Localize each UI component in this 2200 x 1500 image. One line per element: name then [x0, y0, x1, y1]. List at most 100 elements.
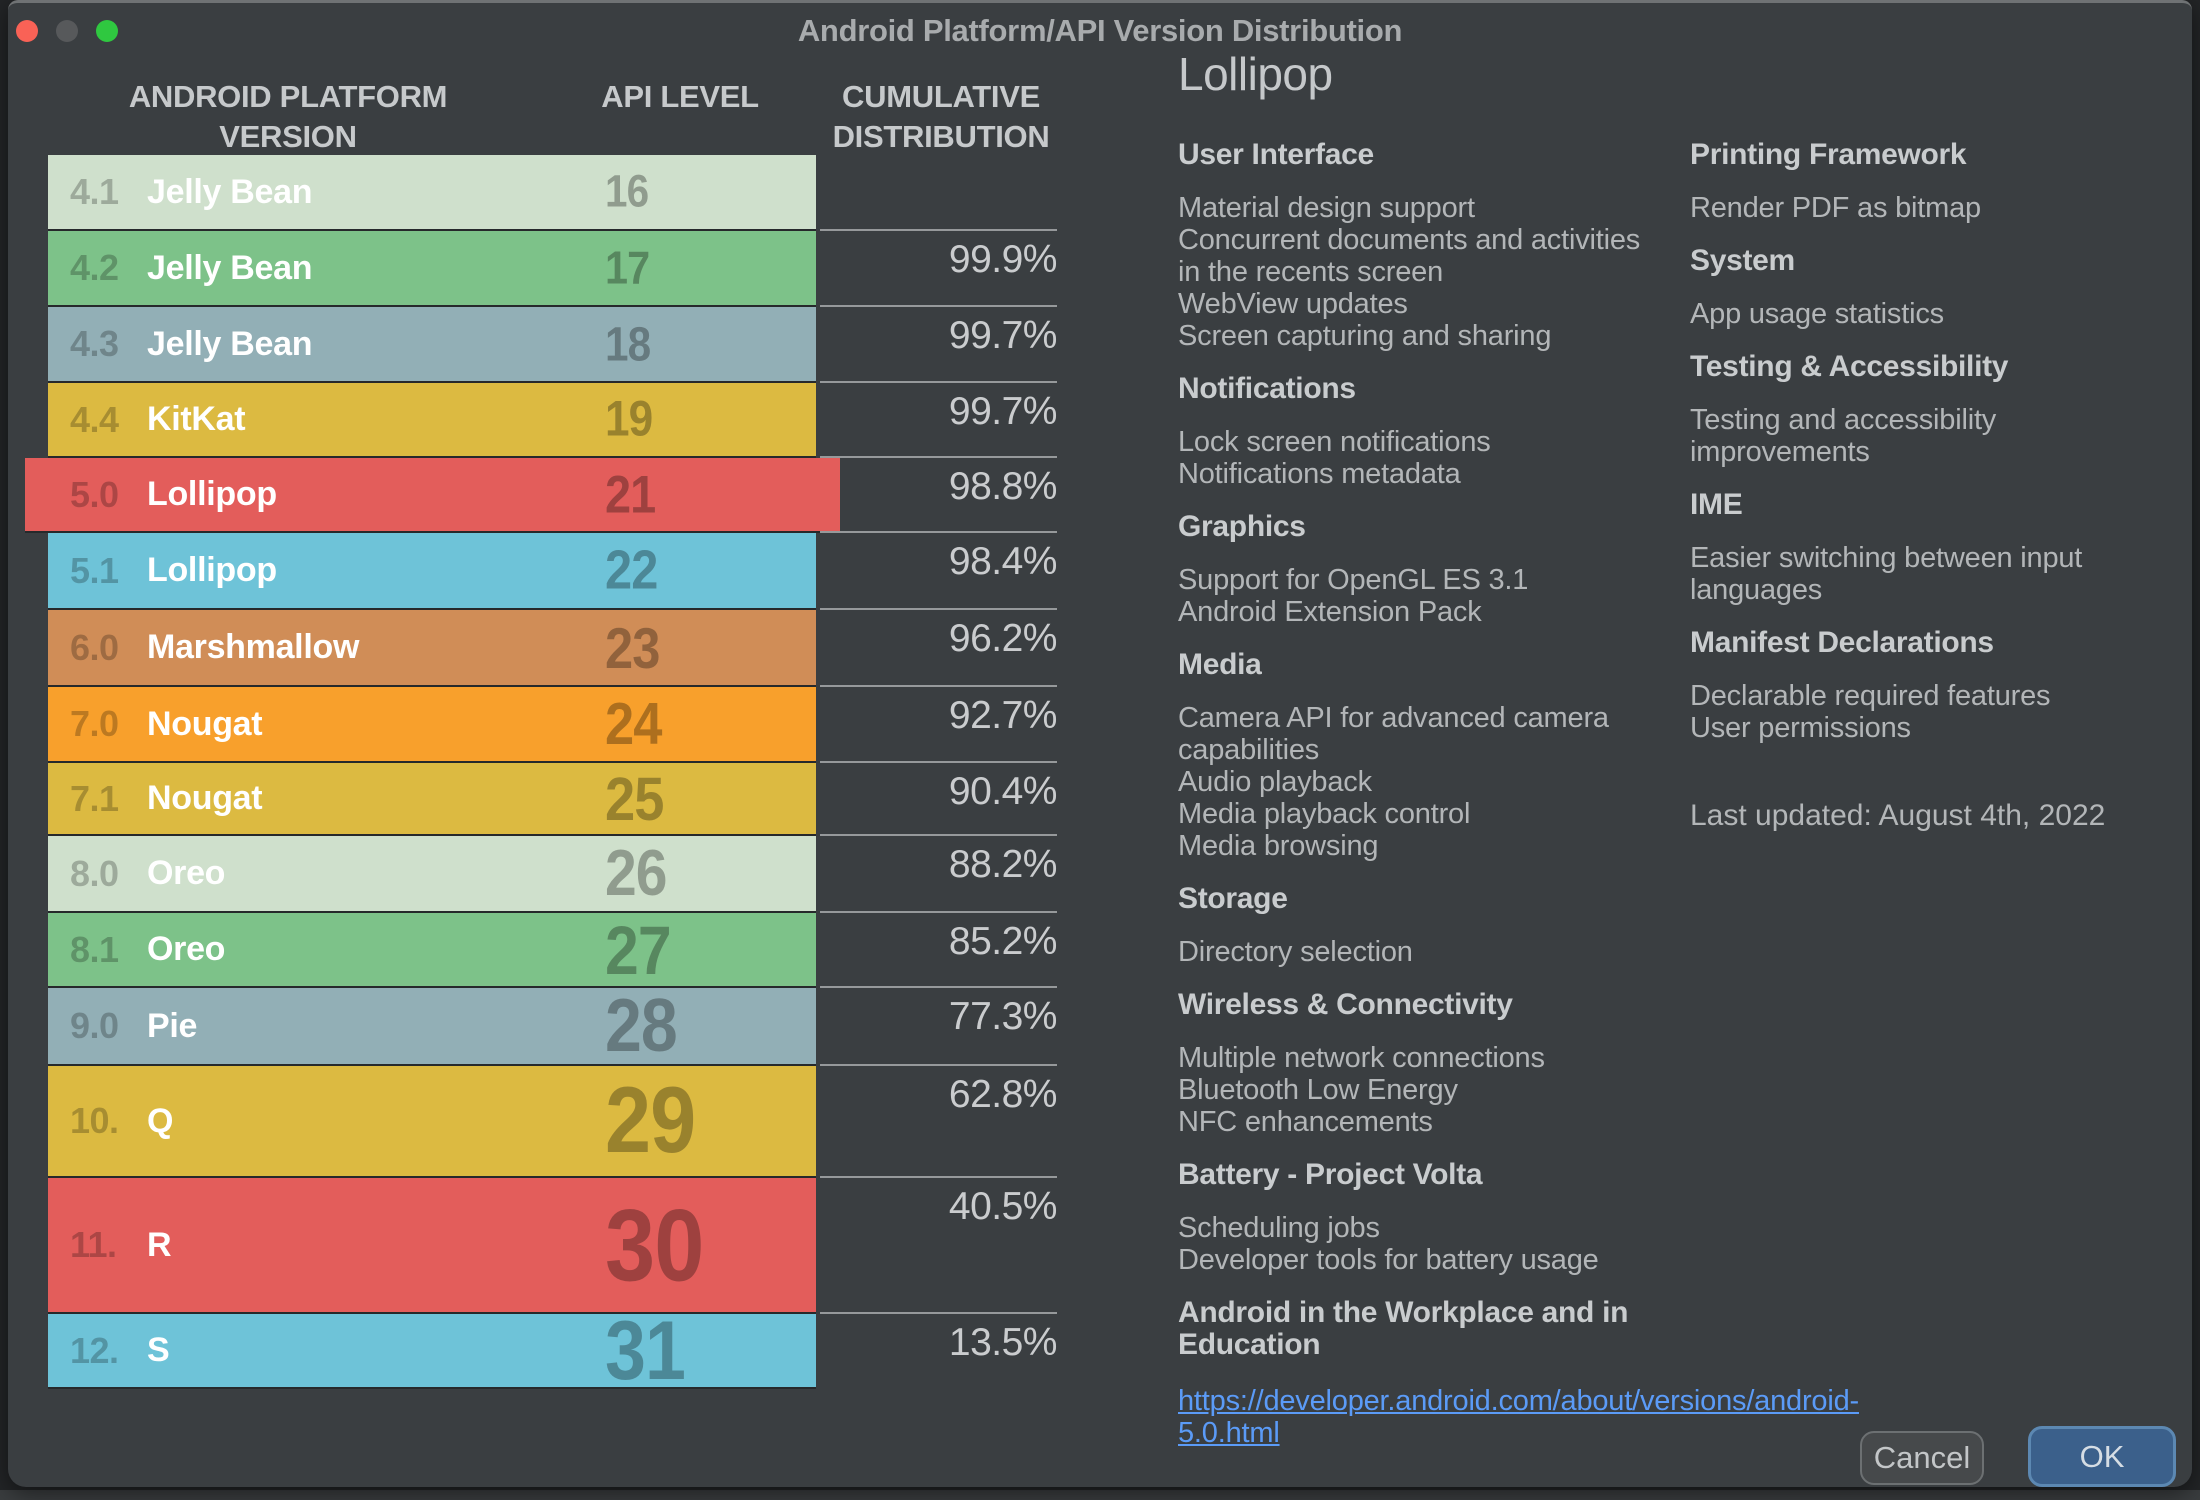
section-items: Material design support Concurrent docume… [1178, 192, 1641, 352]
api-row-oreo-27[interactable]: 8.1 Oreo 27 [8, 911, 2192, 988]
version-number: 7.1 [70, 777, 119, 819]
section-heading: System [1690, 244, 1795, 277]
cumulative-separator-line [820, 1176, 1057, 1178]
api-row-lollipop-21[interactable]: 5.0 Lollipop 21 [8, 458, 2192, 531]
distribution-bar[interactable] [48, 687, 816, 761]
distribution-bar[interactable] [48, 1178, 816, 1312]
api-level-value: 31 [605, 1303, 686, 1397]
api-row-jelly-bean-17[interactable]: 4.2 Jelly Bean 17 [8, 231, 2192, 305]
cumulative-value: 96.2% [948, 617, 1058, 660]
section-items: Directory selection [1178, 936, 1413, 968]
api-level-value: 19 [605, 391, 653, 448]
cumulative-separator-line [820, 305, 1057, 307]
version-number: 4.3 [70, 323, 119, 364]
version-name: R [147, 1225, 172, 1264]
api-row-pie-28[interactable]: 9.0 Pie 28 [8, 984, 2192, 1068]
api-row-lollipop-22[interactable]: 5.1 Lollipop 22 [8, 533, 2192, 608]
cumulative-value: 85.2% [948, 920, 1058, 963]
section-heading: IME [1690, 488, 1743, 521]
cancel-button[interactable]: Cancel [1860, 1431, 1984, 1485]
section-heading: Notifications [1178, 372, 1356, 405]
version-name: Jelly Bean [147, 172, 313, 211]
section-items: Render PDF as bitmap [1690, 192, 1981, 224]
cumulative-value: 92.7% [948, 694, 1058, 737]
last-updated-label: Last updated: August 4th, 2022 [1690, 799, 2106, 832]
api-row-s-31[interactable]: 12. S 31 [8, 1303, 2192, 1397]
api-row-oreo-26[interactable]: 8.0 Oreo 26 [8, 836, 2192, 911]
distribution-bar[interactable] [48, 836, 816, 911]
section-items: Easier switching between input languages [1690, 542, 2083, 606]
version-name: Oreo [147, 930, 226, 968]
version-name: Marshmallow [147, 628, 360, 666]
section-heading: Testing & Accessibility [1690, 350, 2009, 383]
distribution-bar[interactable] [48, 988, 816, 1064]
distribution-bar[interactable] [48, 913, 816, 986]
version-name: Lollipop [147, 551, 277, 589]
cumulative-separator-line [820, 986, 1057, 988]
version-name: Jelly Bean [147, 248, 313, 287]
api-row-nougat-24[interactable]: 7.0 Nougat 24 [8, 687, 2192, 761]
api-level-value: 24 [605, 690, 662, 758]
details-column-left: User Interface Material design support Con… [1178, 139, 1859, 1450]
minimize-icon[interactable] [56, 20, 78, 42]
api-level-value: 23 [605, 615, 660, 680]
distribution-bar[interactable] [48, 1066, 816, 1176]
cumulative-separator-line [820, 229, 1057, 231]
column-header-platform-version: ANDROID PLATFORM VERSION [128, 79, 448, 154]
section-heading: Battery - Project Volta [1178, 1158, 1483, 1191]
ok-button[interactable]: OK [2028, 1426, 2176, 1487]
version-name: Nougat [147, 704, 263, 743]
details-column-right: Printing Framework Render PDF as bitmap Sy… [1690, 139, 2140, 1449]
section-heading: Printing Framework [1690, 138, 1967, 171]
api-level-value: 22 [605, 539, 658, 602]
section-items: Testing and accessibility improvements [1690, 404, 1997, 468]
cumulative-value: 90.4% [948, 770, 1058, 813]
section-items: App usage statistics [1690, 298, 1944, 330]
version-number: 8.1 [70, 928, 119, 970]
cumulative-separator-line [820, 456, 1057, 458]
api-row-nougat-25[interactable]: 7.1 Nougat 25 [8, 763, 2192, 834]
api-level-value: 30 [605, 1187, 704, 1302]
api-row-q-29[interactable]: 10. Q 29 [8, 1066, 2192, 1176]
column-header-api-level: API LEVEL [601, 79, 759, 114]
version-number: 4.4 [70, 398, 119, 440]
section-heading: Storage [1178, 882, 1288, 915]
distribution-bar[interactable] [48, 231, 816, 305]
api-row-kitkat-19[interactable]: 4.4 KitKat 19 [8, 383, 2192, 456]
version-name: S [147, 1331, 170, 1369]
api-level-value: 25 [605, 764, 664, 833]
api-row-jelly-bean-18[interactable]: 4.3 Jelly Bean 18 [8, 307, 2192, 381]
version-name: Pie [147, 1006, 198, 1045]
section-heading: Manifest Declarations [1690, 626, 1994, 659]
cumulative-value: 77.3% [948, 995, 1058, 1038]
close-icon[interactable] [16, 20, 38, 42]
api-row-marshmallow-23[interactable]: 6.0 Marshmallow 23 [8, 610, 2192, 685]
version-name: Nougat [147, 779, 263, 817]
section-items: Lock screen notifications Notifications m… [1178, 426, 1491, 490]
distribution-bar[interactable] [48, 763, 816, 834]
zoom-icon[interactable] [96, 20, 118, 42]
version-number: 4.1 [70, 171, 119, 212]
distribution-bar[interactable] [48, 155, 816, 229]
api-row-jelly-bean-16[interactable]: 4.1 Jelly Bean 16 [8, 155, 2192, 229]
api-level-value: 21 [605, 464, 656, 525]
cumulative-value: 88.2% [948, 843, 1058, 886]
distribution-bar[interactable] [48, 307, 816, 381]
distribution-bar[interactable] [25, 458, 840, 531]
section-heading: Android in the Workplace and in Education [1178, 1296, 1629, 1361]
api-level-value: 28 [605, 984, 678, 1068]
distribution-bar[interactable] [48, 383, 816, 456]
version-docs-link[interactable]: https://developer.android.com/about/vers… [1178, 1385, 1859, 1449]
distribution-bar[interactable] [48, 610, 816, 685]
api-level-value: 27 [605, 911, 672, 988]
distribution-bar[interactable] [48, 533, 816, 608]
cumulative-value: 99.7% [948, 390, 1058, 433]
cumulative-separator-line [820, 608, 1057, 610]
distribution-bar[interactable] [48, 1314, 816, 1387]
title-bar: Android Platform/API Version Distributio… [8, 3, 2192, 55]
version-name: Lollipop [147, 475, 277, 513]
api-row-r-30[interactable]: 11. R 30 [8, 1178, 2192, 1312]
section-heading: Media [1178, 648, 1262, 681]
background-strip [0, 1490, 2200, 1500]
version-number: 9.0 [70, 1005, 119, 1046]
